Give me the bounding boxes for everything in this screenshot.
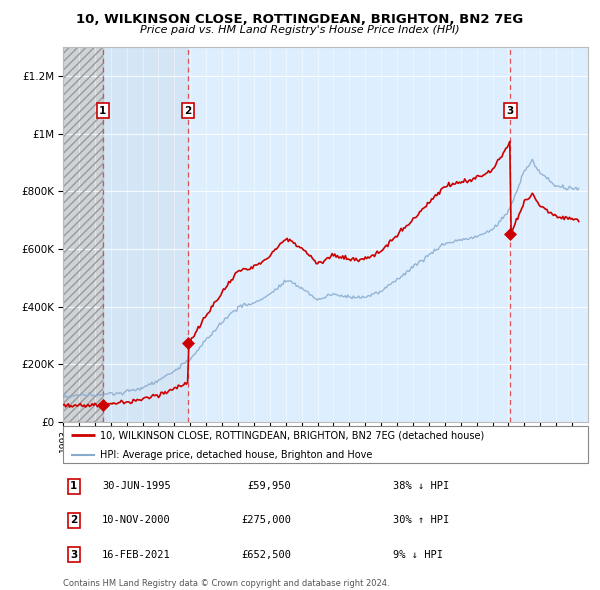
Bar [103, 47, 188, 422]
Text: 1: 1 [99, 106, 106, 116]
Text: 30-JUN-1995: 30-JUN-1995 [102, 481, 171, 491]
Text: 2: 2 [184, 106, 191, 116]
Text: 1: 1 [70, 481, 77, 491]
Text: 2: 2 [70, 516, 77, 525]
Text: HPI: Average price, detached house, Brighton and Hove: HPI: Average price, detached house, Brig… [100, 450, 372, 460]
Text: Price paid vs. HM Land Registry's House Price Index (HPI): Price paid vs. HM Land Registry's House … [140, 25, 460, 35]
Text: 3: 3 [507, 106, 514, 116]
Text: £275,000: £275,000 [241, 516, 291, 525]
Bar [63, 47, 103, 422]
Text: £652,500: £652,500 [241, 550, 291, 559]
Text: 9% ↓ HPI: 9% ↓ HPI [393, 550, 443, 559]
Bar [63, 47, 103, 422]
Text: 3: 3 [70, 550, 77, 559]
Text: 10, WILKINSON CLOSE, ROTTINGDEAN, BRIGHTON, BN2 7EG (detached house): 10, WILKINSON CLOSE, ROTTINGDEAN, BRIGHT… [100, 430, 484, 440]
Text: 38% ↓ HPI: 38% ↓ HPI [393, 481, 449, 491]
Text: Contains HM Land Registry data © Crown copyright and database right 2024.: Contains HM Land Registry data © Crown c… [63, 579, 389, 588]
Text: £59,950: £59,950 [247, 481, 291, 491]
Text: 16-FEB-2021: 16-FEB-2021 [102, 550, 171, 559]
Text: 10-NOV-2000: 10-NOV-2000 [102, 516, 171, 525]
Text: 30% ↑ HPI: 30% ↑ HPI [393, 516, 449, 525]
Text: 10, WILKINSON CLOSE, ROTTINGDEAN, BRIGHTON, BN2 7EG: 10, WILKINSON CLOSE, ROTTINGDEAN, BRIGHT… [76, 13, 524, 26]
